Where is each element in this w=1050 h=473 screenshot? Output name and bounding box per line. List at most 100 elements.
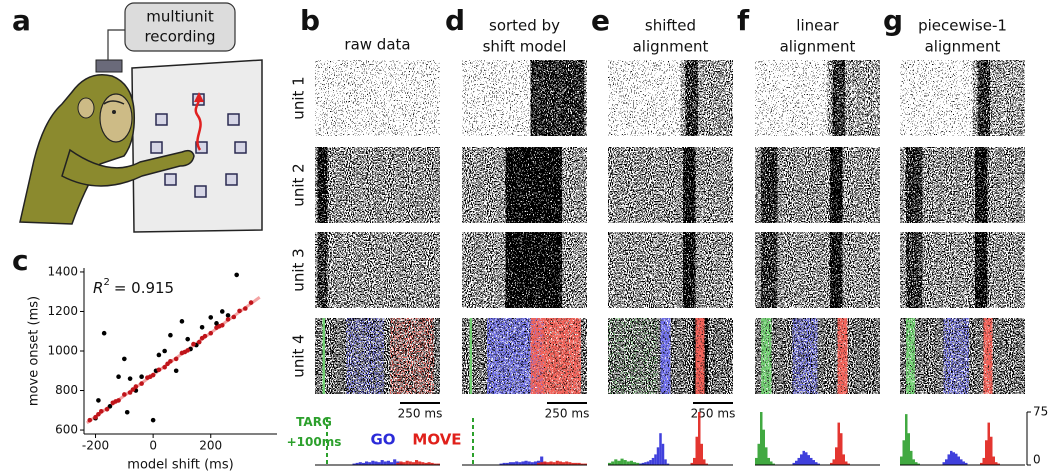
raster-spikes (530, 318, 581, 394)
histogram-bar (835, 447, 838, 465)
scale-bar-label: 250 ms (398, 407, 443, 421)
histogram-bar (368, 462, 372, 465)
raster-spikes (943, 318, 969, 394)
histogram-bar (543, 461, 547, 465)
histogram-bar (365, 461, 369, 465)
histogram-bar (690, 462, 693, 465)
histogram-bar (907, 433, 910, 465)
scatter-point (122, 356, 127, 362)
histogram-bar (797, 457, 800, 465)
raster-spikes (315, 232, 440, 308)
callout-text: recording (144, 28, 215, 46)
histogram-bar (380, 460, 384, 465)
histogram-bar (646, 461, 650, 465)
y-tick-label: 75 (1033, 405, 1048, 419)
scatter-point (147, 374, 153, 379)
histogram-bar (430, 462, 434, 465)
histogram-bar (990, 436, 993, 465)
raster-spikes (683, 147, 696, 223)
raster-spikes (317, 232, 328, 308)
histogram-bar (832, 459, 835, 465)
histogram-bar (915, 462, 918, 465)
histogram-bar (355, 462, 359, 465)
histogram-bar (661, 443, 665, 465)
histogram-bar (705, 463, 708, 465)
raster-spikes (906, 318, 915, 394)
raster-spikes (906, 147, 923, 223)
histogram-bar (947, 454, 950, 465)
histogram-bar (415, 460, 419, 465)
scatter-point (104, 406, 110, 412)
histogram-bar (571, 462, 575, 465)
histogram-bar (912, 459, 915, 465)
histogram-bar (374, 461, 378, 465)
raster-spikes (315, 147, 440, 223)
histogram-bar (583, 463, 587, 465)
raster-spikes (660, 318, 671, 394)
column-title: raw data (344, 36, 410, 54)
histogram-bar (505, 462, 509, 465)
scatter-point (217, 323, 222, 329)
scatter-point (139, 381, 144, 386)
panel-label: b (300, 4, 320, 37)
scatter-point (162, 364, 167, 370)
histogram-bar (352, 463, 356, 465)
histogram-bar (770, 461, 773, 465)
histogram-bar (830, 462, 833, 465)
x-tick-label: 0 (149, 439, 157, 453)
histogram-bar (795, 460, 798, 465)
histogram-bar (805, 452, 808, 465)
raster-spikes (977, 60, 990, 136)
raster-spikes (832, 60, 845, 136)
y-tick-label: 0 (1033, 453, 1041, 467)
histogram-bar (580, 463, 584, 465)
histogram-bar (641, 462, 645, 465)
histogram-bar (840, 433, 843, 465)
histogram-bar (512, 462, 516, 465)
raster-spikes (505, 147, 562, 223)
histogram-bar (945, 459, 948, 465)
raster-spikes (608, 232, 733, 308)
histogram-bar (402, 462, 406, 465)
histogram-bar (980, 462, 983, 465)
raster-spikes (983, 318, 993, 394)
scatter-point (168, 332, 173, 338)
scatter-point (156, 367, 162, 373)
raster-spikes (683, 232, 696, 308)
y-tick-label: 1200 (47, 304, 78, 318)
histogram-bar (421, 462, 425, 465)
panel-label: d (445, 4, 465, 37)
scatter-point (96, 398, 101, 403)
histogram-bar (611, 461, 615, 465)
scatter-point (130, 387, 136, 392)
raster-spikes (900, 147, 1025, 223)
histogram-bar (767, 457, 770, 465)
raster-spikes (761, 232, 778, 308)
histogram-bar (540, 462, 544, 465)
raster-spikes (685, 60, 698, 136)
histogram-bar (623, 460, 627, 465)
scatter-point (182, 349, 188, 355)
histogram-bar (664, 459, 667, 465)
histogram-bar (800, 454, 803, 465)
column-title: alignment (780, 38, 856, 56)
histogram-bar (508, 462, 512, 465)
raster-panels (315, 60, 1025, 394)
column-title: alignment (633, 38, 709, 56)
histogram-bar (408, 461, 412, 465)
histogram-bar (910, 450, 913, 465)
x-tick-label: -200 (82, 439, 109, 453)
row-label: unit 2 (290, 163, 308, 206)
histogram-bar (377, 462, 381, 465)
histogram-bar (418, 461, 422, 465)
annotation-superscript: 2 (103, 277, 109, 288)
scatter-point (199, 324, 205, 330)
histogram-bar (502, 462, 506, 465)
scatter-point (173, 356, 179, 362)
histogram-bar (762, 429, 765, 465)
histogram-bar (626, 461, 630, 465)
scatter-point (225, 317, 231, 322)
raster-spikes (906, 232, 923, 308)
raster-spikes (530, 60, 585, 136)
histogram-bar (433, 463, 437, 465)
